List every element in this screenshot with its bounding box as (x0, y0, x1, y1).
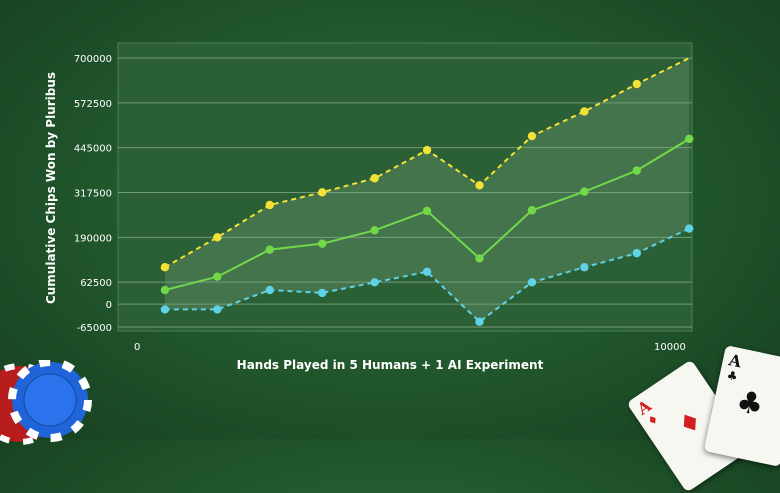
data-point (475, 317, 484, 326)
data-point (422, 206, 432, 216)
data-point (370, 226, 379, 235)
data-point (265, 285, 274, 295)
data-point (632, 79, 642, 89)
diamond-icon: ♦ (672, 404, 709, 443)
data-point (318, 288, 327, 298)
data-point (370, 278, 379, 287)
data-point (370, 174, 379, 183)
series-line-3 (164, 227, 690, 323)
y-tick-label: 0 (106, 300, 112, 311)
data-point (160, 285, 170, 295)
diamond-icon: ♦ (644, 411, 662, 429)
data-point (580, 107, 589, 116)
data-point (632, 248, 642, 258)
data-point (527, 206, 537, 215)
data-point (213, 305, 222, 314)
series-points (160, 79, 694, 326)
data-point (475, 254, 484, 263)
data-point (475, 181, 484, 190)
data-point (527, 278, 537, 287)
data-point (265, 245, 274, 254)
y-tick-label: 62500 (80, 278, 112, 289)
data-point (160, 305, 170, 314)
y-tick-label: -65000 (77, 323, 112, 334)
data-point (213, 233, 222, 242)
data-point (422, 145, 432, 155)
data-point (580, 263, 589, 272)
data-point (160, 263, 170, 272)
poker-chips-icon (0, 360, 92, 445)
y-axis-title: Cumulative Chips Won by Pluribus (44, 72, 58, 304)
chart: 700000 572500 445000 317500 190000 62500 0 -650… (44, 42, 694, 372)
club-icon: ♣ (725, 368, 739, 384)
data-point (318, 188, 327, 197)
y-tick-label: 572500 (74, 99, 112, 110)
x-tick-label: 0 (134, 342, 140, 353)
data-point (265, 200, 274, 210)
y-tick-label: 317500 (74, 189, 112, 200)
data-point (580, 187, 589, 196)
y-tick-label: 445000 (74, 144, 112, 155)
x-tick-label: 10000 (654, 342, 686, 353)
y-tick-label: 700000 (74, 54, 112, 65)
data-point (318, 239, 327, 248)
data-point (632, 166, 642, 175)
y-tick-label: 190000 (74, 233, 112, 244)
data-point (685, 134, 694, 144)
club-icon: ♣ (733, 383, 767, 424)
x-tick-labels: 0 10000 (134, 342, 686, 353)
data-point (685, 224, 694, 233)
data-point (422, 267, 432, 276)
data-point (213, 272, 222, 281)
data-point (527, 131, 537, 141)
x-axis-title: Hands Played in 5 Humans + 1 AI Experime… (237, 358, 544, 372)
y-tick-labels: 700000 572500 445000 317500 190000 62500 0 -650… (74, 54, 112, 334)
